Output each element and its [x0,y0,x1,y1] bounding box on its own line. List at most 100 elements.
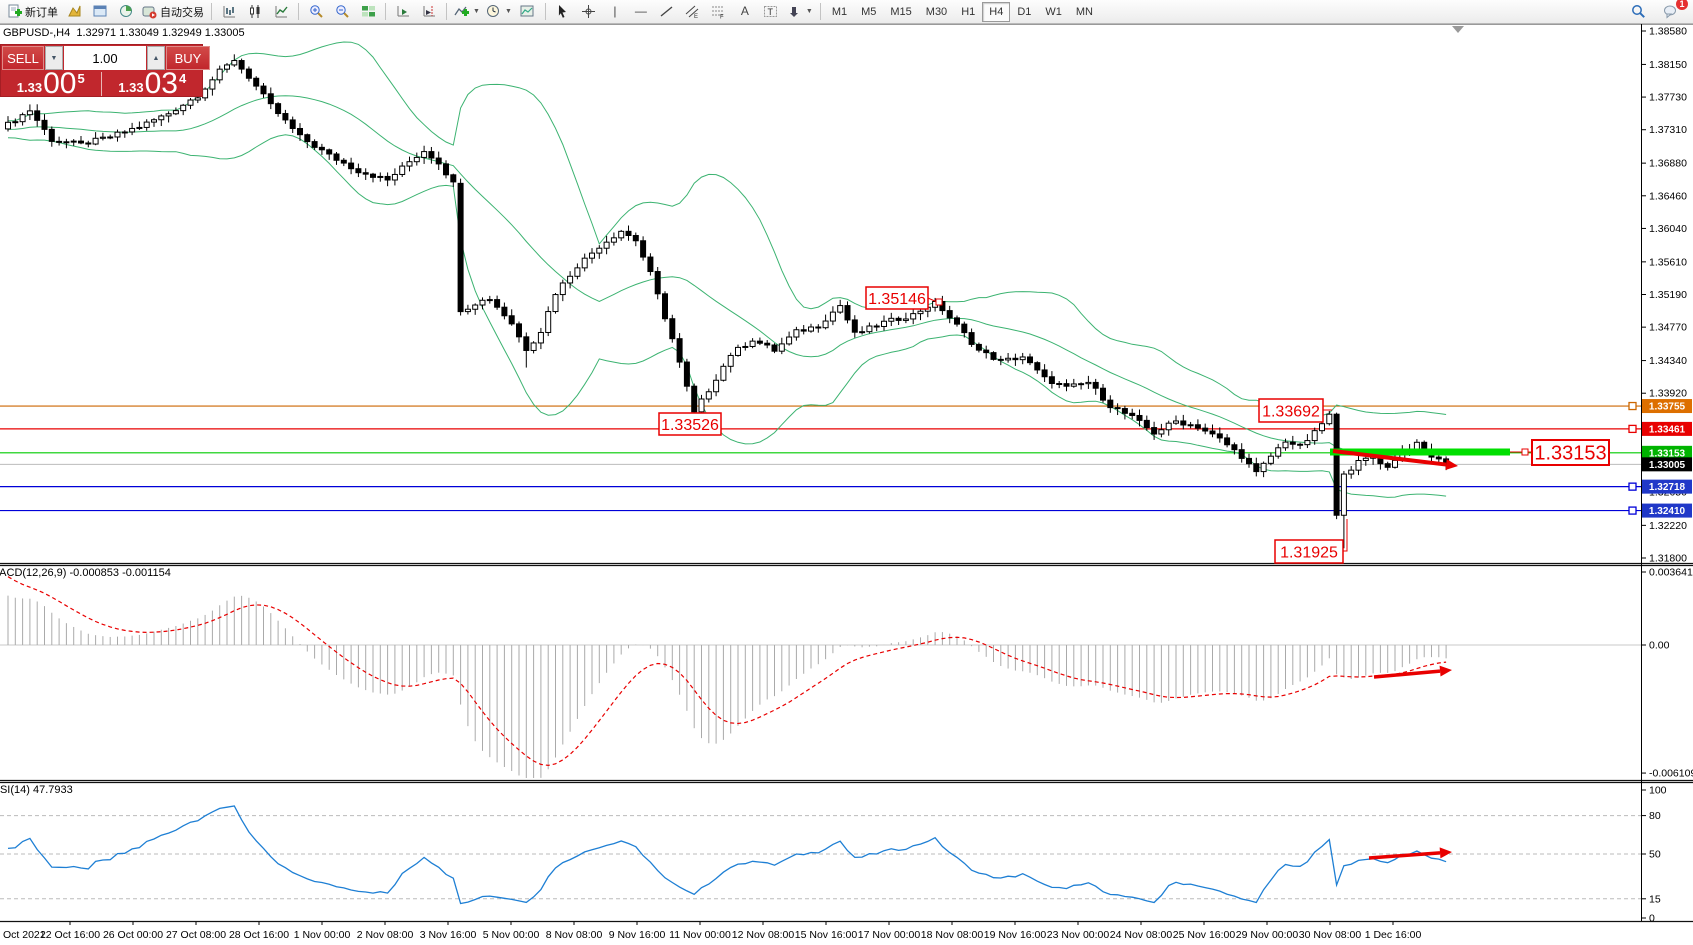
svg-text:100: 100 [1649,785,1667,797]
templates-icon [520,4,535,19]
chevron-down-icon: ▼ [504,8,512,15]
line-chart-button[interactable] [268,1,294,23]
line-anchor-marker[interactable] [1628,401,1637,411]
svg-text:1.33692: 1.33692 [1262,403,1320,420]
timeframe-mn-button[interactable]: MN [1075,5,1093,18]
rsi-trend-arrow[interactable] [1368,847,1452,860]
timeframe-d1-button[interactable]: D1 [1017,5,1032,18]
timeframe-w1-button[interactable]: W1 [1045,5,1062,18]
svg-text:80: 80 [1649,810,1661,822]
price-callout-1.33526[interactable]: 1.33526 [658,412,722,436]
templates-button[interactable] [515,1,541,23]
volume-increase-button[interactable]: ▲ [147,46,165,70]
line-chart-icon [274,4,289,19]
text-label-tool-button[interactable]: T [758,1,784,23]
sell-price[interactable]: 1.33 00 5 [1,69,101,99]
svg-text:26 Oct 00:00: 26 Oct 00:00 [103,929,163,941]
svg-text:0.00: 0.00 [1649,640,1670,652]
buy-price-base: 1.33 [118,80,144,95]
svg-text:0.003641: 0.003641 [1649,567,1693,579]
svg-text:1 Dec 16:00: 1 Dec 16:00 [1365,929,1422,941]
green-trendline-object[interactable] [1330,448,1510,456]
clock-icon [486,4,501,19]
macd-trend-arrow[interactable] [1373,665,1452,679]
periods-button[interactable]: ▼ [483,1,515,23]
search-button[interactable] [1625,1,1651,23]
zoom-in-button[interactable] [303,1,329,23]
price-callout-1.35146[interactable]: 1.35146 [865,286,943,310]
notifications-button[interactable]: 1 [1657,0,1688,23]
trendline-icon [659,4,674,19]
indicators-button[interactable]: ▼ [451,1,483,23]
market-watch-button[interactable] [61,1,87,23]
svg-text:0: 0 [1649,913,1655,925]
volume-input[interactable] [64,46,146,70]
text-tool-button[interactable]: A [732,1,758,23]
svg-text:1.36040: 1.36040 [1649,223,1687,235]
volume-decrease-button[interactable]: ▼ [45,46,63,70]
timeframe-m1-button[interactable]: M1 [831,5,848,18]
svg-text:1.33461: 1.33461 [1649,424,1686,435]
svg-text:17 Nov 00:00: 17 Nov 00:00 [858,929,921,941]
chevron-down-icon: ▼ [805,8,813,15]
svg-text:1.33153: 1.33153 [1649,448,1686,459]
horizontal-line-tool-button[interactable]: — [628,1,654,23]
svg-text:30 Nov 08:00: 30 Nov 08:00 [1299,929,1362,941]
line-anchor-marker[interactable] [1628,506,1637,515]
price-tag-1.32410: 1.32410 [1642,503,1692,518]
fibonacci-icon: F [711,4,726,19]
buy-price-big: 03 [144,67,178,100]
fibonacci-tool-button[interactable]: F [706,1,732,23]
timeframe-h1-button[interactable]: H1 [961,5,976,18]
trendline-tool-button[interactable] [654,1,680,23]
zoom-out-button[interactable] [329,1,355,23]
svg-text:28 Oct 16:00: 28 Oct 16:00 [229,929,289,941]
timeframe-h4-button[interactable]: H4 [982,1,1011,22]
cursor-tool-button[interactable] [550,1,576,23]
zoom-out-icon [335,4,350,19]
chart-shift-button[interactable] [416,1,442,23]
price-callout-1.31925[interactable]: 1.31925 [1274,519,1348,564]
price-trend-arrow[interactable] [1332,449,1458,471]
candlestick-chart-button[interactable] [242,1,268,23]
tile-windows-button[interactable] [355,1,381,23]
zoom-in-icon [309,4,324,19]
bar-chart-button[interactable] [216,1,242,23]
svg-text:F: F [720,15,724,20]
sell-button[interactable]: SELL [2,46,44,70]
svg-text:29 Nov 00:00: 29 Nov 00:00 [1236,929,1299,941]
svg-text:3 Nov 16:00: 3 Nov 16:00 [420,929,477,941]
price-callout-1.33153[interactable]: 1.33153 [1510,439,1610,466]
chart-shift-marker[interactable] [1452,26,1464,33]
indicators-icon [454,4,469,19]
pane-separators[interactable] [0,24,1693,923]
market-watch-icon [67,4,82,19]
line-anchor-marker[interactable] [1628,424,1637,434]
buy-button[interactable]: BUY [166,46,210,70]
timeframe-m15-button[interactable]: M15 [890,5,912,18]
navigator-button[interactable] [113,1,139,23]
price-tag-1.33153: 1.33153 [1642,445,1692,460]
svg-text:1.33005: 1.33005 [1649,460,1686,471]
svg-text:1.36880: 1.36880 [1649,158,1687,170]
channel-tool-button[interactable]: E [680,1,706,23]
crosshair-tool-button[interactable] [576,1,602,23]
timeframe-m30-button[interactable]: M30 [925,5,948,18]
price-callout-1.33692[interactable]: 1.33692 [1258,398,1332,423]
svg-text:15: 15 [1649,893,1661,905]
search-icon [1631,4,1646,19]
svg-text:1.33755: 1.33755 [1649,402,1686,413]
autotrading-button[interactable]: 自动交易 [139,1,207,23]
one-click-trading-panel: SELL ▼ ▲ BUY 1.33 00 5 1.33 03 4 [0,44,210,100]
new-order-button[interactable]: 新订单 [4,1,61,23]
line-anchor-marker[interactable] [1628,482,1637,491]
price-divider [100,72,103,96]
arrows-tool-button[interactable]: ▼ [784,1,816,23]
buy-price[interactable]: 1.33 03 4 [102,67,202,100]
auto-scroll-button[interactable] [390,1,416,23]
timeframe-m5-button[interactable]: M5 [861,5,877,18]
svg-text:1.34770: 1.34770 [1649,322,1687,334]
data-window-button[interactable] [87,1,113,23]
vertical-line-tool-button[interactable]: | [602,1,628,23]
